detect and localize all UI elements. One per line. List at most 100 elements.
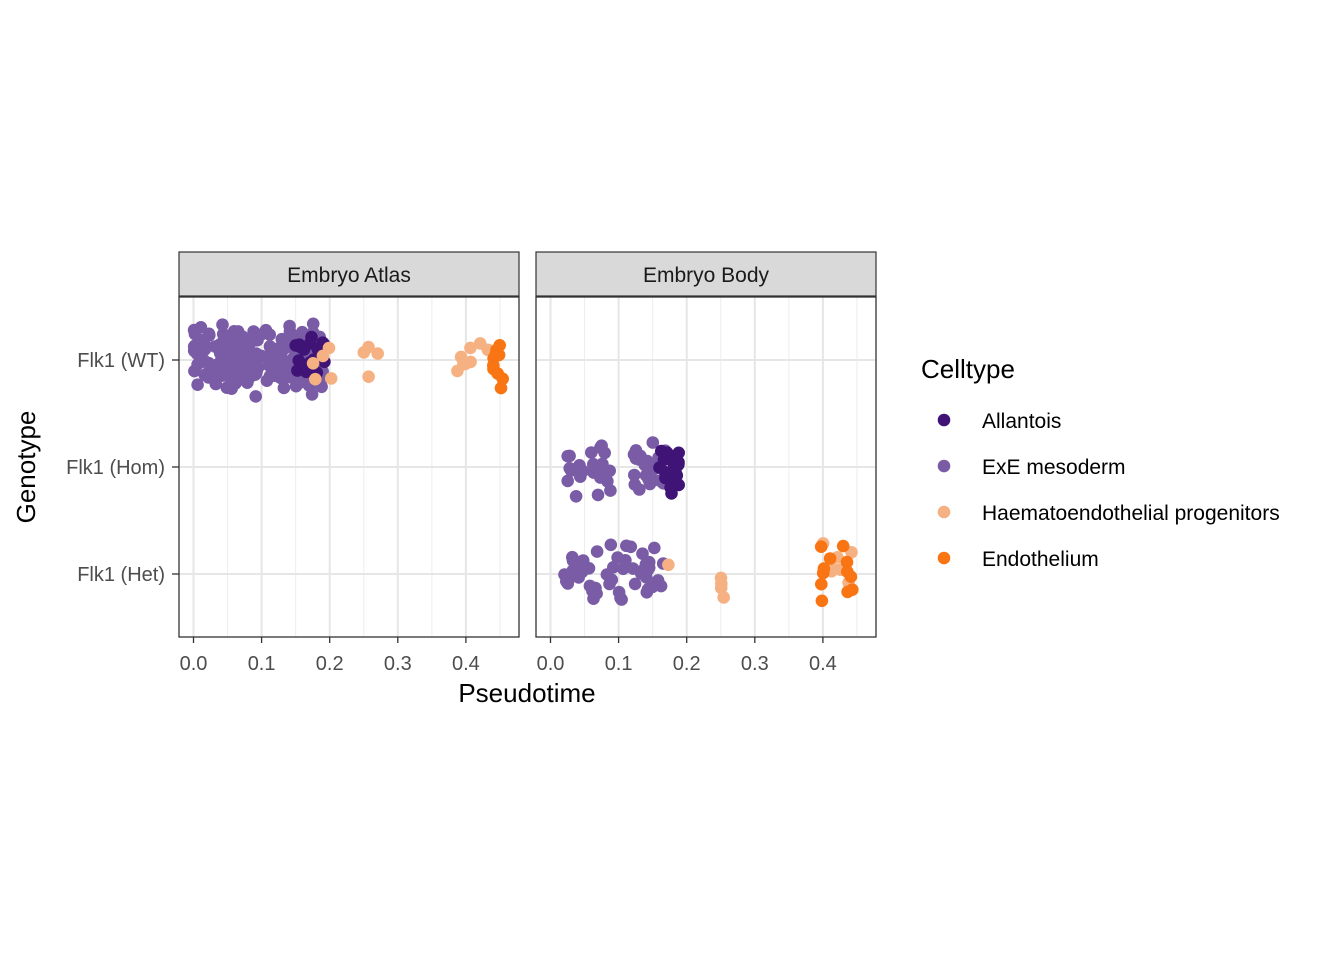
legend-key	[937, 551, 951, 565]
data-point	[714, 571, 728, 585]
data-point	[836, 539, 850, 553]
data-point	[561, 474, 574, 488]
facet-title: Embryo Atlas	[287, 264, 411, 287]
data-point	[238, 360, 252, 374]
data-point	[594, 441, 607, 454]
data-point	[816, 566, 830, 580]
data-point	[651, 574, 665, 587]
data-point	[620, 539, 633, 553]
data-point	[222, 365, 236, 379]
data-point	[362, 340, 375, 354]
points	[558, 436, 859, 608]
data-point	[840, 555, 854, 569]
legend-key	[937, 459, 951, 473]
data-point	[587, 466, 600, 479]
data-point	[262, 358, 275, 372]
data-point	[600, 568, 614, 581]
facet-panel: Embryo Atlas	[178, 251, 520, 638]
data-point	[188, 343, 201, 357]
data-point	[489, 346, 503, 360]
data-point	[628, 577, 642, 591]
data-point	[561, 577, 575, 590]
data-point	[275, 372, 289, 385]
data-point	[603, 464, 616, 478]
data-point	[827, 563, 840, 576]
data-point	[576, 464, 590, 478]
data-point	[464, 341, 477, 355]
data-point	[198, 338, 211, 351]
data-point	[289, 339, 303, 352]
legend-label: Haematoendothelial progenitors	[982, 502, 1280, 525]
data-point	[216, 353, 229, 366]
data-point	[188, 327, 202, 341]
legend-entry: ExE mesoderm	[937, 456, 1126, 479]
data-point	[823, 552, 837, 565]
data-point	[371, 347, 385, 360]
data-point	[487, 362, 500, 376]
data-point	[589, 581, 602, 595]
data-point	[576, 554, 590, 567]
data-point	[814, 540, 828, 553]
legend-key	[937, 413, 951, 427]
data-point	[815, 577, 828, 591]
data-point	[306, 357, 320, 370]
data-point	[202, 371, 215, 384]
legend-label: Allantois	[982, 410, 1061, 433]
data-point	[614, 591, 627, 605]
data-point	[646, 436, 660, 449]
data-point	[841, 565, 854, 578]
x-tick-label: 0.3	[741, 653, 769, 675]
data-point	[643, 477, 657, 491]
legend-key	[937, 505, 951, 519]
facet-panel: Embryo Body	[535, 251, 877, 638]
y-tick-label: Flk1 (Het)	[77, 564, 165, 586]
data-point	[208, 340, 222, 353]
legend: Celltype Allantois ExE mesoderm Haematoend…	[921, 354, 1280, 571]
data-point	[659, 471, 672, 485]
data-point	[629, 452, 643, 465]
data-point	[672, 478, 685, 492]
data-point	[717, 591, 730, 604]
data-point	[648, 541, 661, 555]
data-point	[601, 475, 614, 488]
x-tick-label: 0.0	[537, 653, 565, 675]
data-point	[590, 545, 604, 558]
data-point	[604, 538, 618, 552]
data-point	[641, 583, 655, 596]
legend-label: Endothelium	[982, 548, 1099, 571]
x-tick-label: 0.2	[673, 653, 701, 675]
legend-label: ExE mesoderm	[982, 456, 1126, 479]
data-point	[188, 364, 201, 378]
data-point	[628, 468, 641, 482]
data-point	[249, 390, 262, 403]
x-tick-label: 0.4	[809, 653, 837, 675]
data-point	[494, 381, 508, 395]
data-point	[657, 453, 671, 466]
data-point	[672, 446, 685, 460]
data-point	[669, 466, 682, 479]
data-point	[250, 328, 264, 341]
data-point	[846, 583, 859, 596]
y-tick-label: Flk1 (Hom)	[66, 457, 165, 479]
data-point	[572, 571, 585, 584]
data-point	[216, 318, 229, 332]
data-point	[283, 319, 296, 333]
data-point	[457, 357, 470, 371]
data-point	[665, 487, 678, 500]
y-tick-label: Flk1 (WT)	[77, 350, 165, 372]
legend-entry: Endothelium	[937, 548, 1099, 571]
data-point	[244, 350, 257, 363]
x-tick-label: 0.1	[605, 653, 633, 675]
data-point	[281, 355, 295, 369]
data-point	[569, 490, 583, 503]
points	[187, 317, 510, 403]
data-point	[642, 561, 656, 575]
x-tick-label: 0.1	[248, 653, 276, 675]
facet-strip	[535, 251, 877, 297]
facet-strip	[178, 251, 520, 297]
x-axis-title: Pseudotime	[458, 678, 595, 708]
data-point	[633, 483, 646, 496]
data-point	[662, 558, 675, 572]
